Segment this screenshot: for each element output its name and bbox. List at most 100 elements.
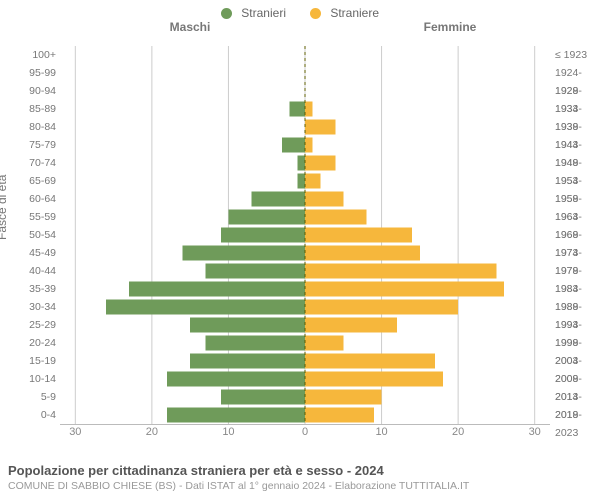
bar-male — [290, 102, 305, 117]
bar-female — [305, 372, 443, 387]
year-label: 1944-1948 — [555, 136, 600, 154]
bar-male — [282, 138, 305, 153]
age-label: 70-74 — [22, 154, 56, 172]
bar-female — [305, 354, 435, 369]
bar-female — [305, 210, 366, 225]
bar-male — [221, 390, 305, 405]
bar-female — [305, 318, 397, 333]
x-tick-label: 30 — [69, 426, 81, 438]
plot-area — [60, 46, 550, 425]
x-tick-label: 30 — [529, 426, 541, 438]
bar-male — [129, 282, 305, 297]
bar-female — [305, 264, 496, 279]
age-label: 85-89 — [22, 100, 56, 118]
y-labels-age: 100+95-9990-9485-8980-8475-7970-7465-696… — [22, 46, 56, 424]
bar-male — [205, 336, 305, 351]
footer: Popolazione per cittadinanza straniera p… — [8, 463, 592, 492]
bar-female — [305, 336, 343, 351]
age-label: 10-14 — [22, 370, 56, 388]
bar-male — [251, 192, 305, 207]
bar-male — [228, 210, 305, 225]
column-headers: Maschi Femmine — [0, 20, 600, 38]
age-label: 50-54 — [22, 226, 56, 244]
legend: Stranieri Straniere — [0, 0, 600, 20]
age-label: 25-29 — [22, 316, 56, 334]
bar-male — [106, 300, 305, 315]
age-label: 45-49 — [22, 244, 56, 262]
age-label: 35-39 — [22, 280, 56, 298]
legend-item-male: Stranieri — [221, 6, 286, 20]
legend-swatch-male — [221, 8, 232, 19]
year-label: 1924-1928 — [555, 64, 600, 82]
year-label: 1974-1978 — [555, 244, 600, 262]
age-label: 20-24 — [22, 334, 56, 352]
age-label: 40-44 — [22, 262, 56, 280]
pyramid-chart: Fasce di età Anni di nascita 100+95-9990… — [0, 46, 600, 434]
bar-male — [190, 318, 305, 333]
bar-male — [221, 228, 305, 243]
year-label: 1979-1983 — [555, 262, 600, 280]
year-label: 1964-1968 — [555, 208, 600, 226]
legend-item-female: Straniere — [310, 6, 379, 20]
bar-female — [305, 138, 313, 153]
age-label: 75-79 — [22, 136, 56, 154]
header-male: Maschi — [60, 20, 320, 34]
year-label: 2004-2008 — [555, 352, 600, 370]
year-label: ≤ 1923 — [555, 46, 600, 64]
legend-label-female: Straniere — [330, 6, 379, 20]
age-label: 80-84 — [22, 118, 56, 136]
header-female: Femmine — [320, 20, 580, 34]
bar-female — [305, 408, 374, 423]
bar-female — [305, 246, 420, 261]
year-label: 1954-1958 — [555, 172, 600, 190]
year-label: 1994-1998 — [555, 316, 600, 334]
bar-female — [305, 174, 320, 189]
legend-label-male: Stranieri — [241, 6, 286, 20]
legend-swatch-female — [310, 8, 321, 19]
year-label: 2019-2023 — [555, 406, 600, 424]
bar-male — [205, 264, 305, 279]
bar-female — [305, 228, 412, 243]
bar-female — [305, 192, 343, 207]
year-label: 2014-2018 — [555, 388, 600, 406]
age-label: 0-4 — [22, 406, 56, 424]
bar-male — [183, 246, 306, 261]
year-label: 1989-1993 — [555, 298, 600, 316]
year-label: 1949-1953 — [555, 154, 600, 172]
age-label: 30-34 — [22, 298, 56, 316]
age-label: 95-99 — [22, 64, 56, 82]
bar-female — [305, 156, 336, 171]
bar-female — [305, 282, 504, 297]
bar-male — [297, 156, 305, 171]
age-label: 15-19 — [22, 352, 56, 370]
age-label: 100+ — [22, 46, 56, 64]
plot-svg — [60, 46, 550, 424]
axis-title-left: Fasce di età — [0, 175, 9, 240]
year-label: 1984-1988 — [555, 280, 600, 298]
chart-title: Popolazione per cittadinanza straniera p… — [8, 463, 592, 478]
age-label: 55-59 — [22, 208, 56, 226]
age-label: 60-64 — [22, 190, 56, 208]
bar-male — [167, 408, 305, 423]
bar-male — [297, 174, 305, 189]
year-label: 2009-2013 — [555, 370, 600, 388]
age-label: 90-94 — [22, 82, 56, 100]
y-labels-year: ≤ 19231924-19281929-19331934-19381939-19… — [555, 46, 600, 424]
year-label: 1959-1963 — [555, 190, 600, 208]
bar-female — [305, 120, 336, 135]
year-label: 1969-1973 — [555, 226, 600, 244]
bar-male — [167, 372, 305, 387]
bar-female — [305, 390, 382, 405]
age-label: 5-9 — [22, 388, 56, 406]
x-tick-label: 0 — [302, 426, 308, 438]
year-label: 1929-1933 — [555, 82, 600, 100]
x-tick-label: 20 — [146, 426, 158, 438]
bar-female — [305, 102, 313, 117]
x-tick-label: 20 — [452, 426, 464, 438]
chart-subtitle: COMUNE DI SABBIO CHIESE (BS) - Dati ISTA… — [8, 480, 592, 492]
year-label: 1934-1938 — [555, 100, 600, 118]
year-label: 1999-2003 — [555, 334, 600, 352]
x-tick-label: 10 — [222, 426, 234, 438]
year-label: 1939-1943 — [555, 118, 600, 136]
x-tick-label: 10 — [375, 426, 387, 438]
